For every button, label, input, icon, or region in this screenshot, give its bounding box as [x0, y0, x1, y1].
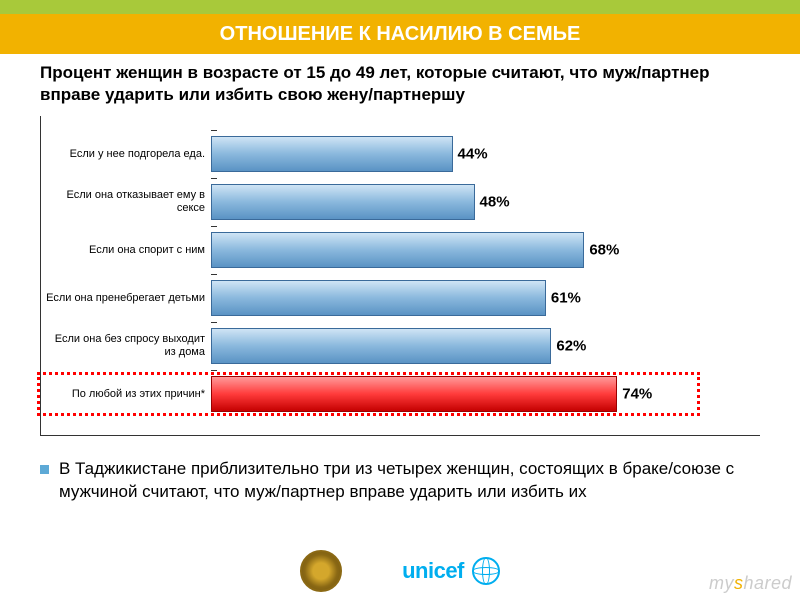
- unicef-logo: unicef: [402, 557, 500, 585]
- bullet-text: В Таджикистане приблизительно три из чет…: [59, 458, 760, 504]
- chart-row: Если она спорит с ним68%: [41, 226, 760, 274]
- bar-value: 44%: [458, 146, 488, 163]
- bar-label: Если она пренебрегает детьми: [41, 292, 211, 305]
- bar-value: 61%: [551, 290, 581, 307]
- chart-row: По любой из этих причин*74%: [41, 370, 760, 418]
- bar-track: 48%: [211, 184, 760, 220]
- unicef-wordmark: unicef: [402, 558, 464, 584]
- bar-chart: Если у нее подгорела еда.44%Если она отк…: [40, 116, 760, 436]
- chart-row: Если у нее подгорела еда.44%: [41, 130, 760, 178]
- bar-track: 74%: [211, 376, 760, 412]
- unicef-globe-icon: [472, 557, 500, 585]
- bar-value: 74%: [622, 386, 652, 403]
- bar-label: По любой из этих причин*: [41, 388, 211, 401]
- bullet-icon: [40, 465, 49, 474]
- title-bar: ОТНОШЕНИЕ К НАСИЛИЮ В СЕМЬЕ: [0, 14, 800, 54]
- bar-track: 44%: [211, 136, 760, 172]
- bar-track: 61%: [211, 280, 760, 316]
- bar-label: Если у нее подгорела еда.: [41, 148, 211, 161]
- bar-value: 62%: [556, 338, 586, 355]
- bar: 61%: [211, 280, 546, 316]
- bar: 74%: [211, 376, 617, 412]
- bar: 48%: [211, 184, 475, 220]
- tajikistan-emblem-icon: [300, 550, 342, 592]
- bar-label: Если она отказывает ему в сексе: [41, 189, 211, 215]
- bar-track: 62%: [211, 328, 760, 364]
- slide-title: ОТНОШЕНИЕ К НАСИЛИЮ В СЕМЬЕ: [220, 23, 581, 46]
- watermark: myshared: [709, 573, 792, 594]
- chart-row: Если она без спросу выходит из дома62%: [41, 322, 760, 370]
- bar-value: 68%: [589, 242, 619, 259]
- bar-label: Если она без спросу выходит из дома: [41, 333, 211, 359]
- subtitle: Процент женщин в возрасте от 15 до 49 ле…: [0, 62, 800, 116]
- bar-track: 68%: [211, 232, 760, 268]
- bar-label: Если она спорит с ним: [41, 244, 211, 257]
- key-finding: В Таджикистане приблизительно три из чет…: [40, 458, 760, 504]
- top-green-bar: [0, 0, 800, 14]
- bar-value: 48%: [480, 194, 510, 211]
- chart-row: Если она пренебрегает детьми61%: [41, 274, 760, 322]
- bar: 44%: [211, 136, 453, 172]
- bar: 62%: [211, 328, 551, 364]
- bar: 68%: [211, 232, 584, 268]
- footer-logos: unicef: [0, 550, 800, 592]
- chart-row: Если она отказывает ему в сексе48%: [41, 178, 760, 226]
